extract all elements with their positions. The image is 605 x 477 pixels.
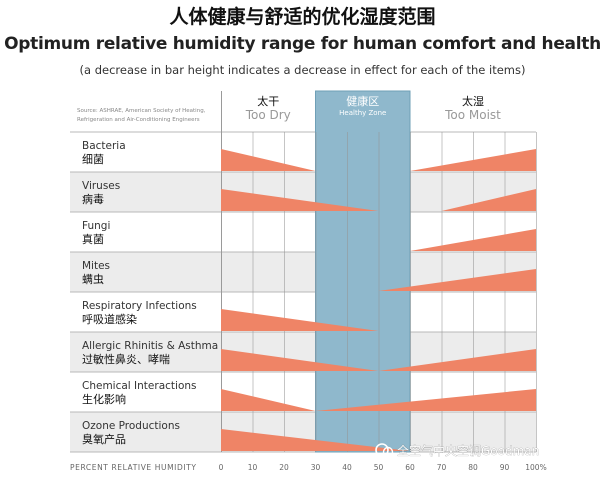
- series-label: Mites: [82, 260, 110, 272]
- wechat-icon: [375, 443, 389, 457]
- effect-bar: [221, 349, 379, 371]
- series-label: Respiratory Infections: [82, 300, 197, 312]
- series-label-cn: 呼吸道感染: [82, 312, 137, 326]
- x-axis-label: PERCENT RELATIVE HUMIDITY: [70, 463, 197, 472]
- source-note: Refrigeration and Air-Conditioning Engin…: [77, 117, 200, 123]
- effect-bar: [410, 149, 536, 171]
- x-tick-label: 20: [279, 463, 289, 472]
- series-label-cn: 过敏性鼻炎、哮喘: [82, 352, 170, 366]
- series-label-cn: 真菌: [82, 232, 104, 246]
- effect-bar: [378, 349, 536, 371]
- effect-bar: [315, 389, 536, 411]
- x-tick-label: 90: [500, 463, 510, 472]
- effect-bar: [221, 189, 379, 211]
- watermark-text: 全空气中央空调Goodman: [397, 443, 539, 458]
- healthy-zone-band: [315, 90, 411, 453]
- series-label-cn: 病毒: [82, 192, 104, 206]
- series-label: Chemical Interactions: [82, 380, 197, 392]
- series-label: Fungi: [82, 220, 110, 232]
- series-label: Allergic Rhinitis & Asthma: [82, 340, 218, 352]
- series-label-cn: 臭氧产品: [82, 432, 126, 446]
- watermark-logo: [375, 443, 394, 458]
- series-label: Viruses: [82, 180, 120, 192]
- series-label-cn: 生化影响: [82, 392, 126, 406]
- effect-bar: [378, 269, 536, 291]
- x-tick-label: 100%: [525, 463, 546, 472]
- zone-label-dry-cn: 太干: [257, 95, 279, 108]
- chart-title-cn: 人体健康与舒适的优化湿度范围: [169, 6, 436, 28]
- x-tick-label: 70: [437, 463, 447, 472]
- series-label-cn: 细菌: [82, 153, 104, 166]
- zone-label-healthy: Healthy Zone: [339, 109, 386, 117]
- x-tick-label: 80: [468, 463, 478, 472]
- effect-bar: [221, 389, 316, 411]
- x-tick-label: 0: [219, 463, 224, 472]
- effect-bar: [221, 309, 379, 331]
- source-note: Source: ASHRAE, American Society of Heat…: [77, 108, 206, 114]
- series-label: Bacteria: [82, 140, 126, 152]
- effect-bar: [410, 229, 536, 251]
- x-tick-label: 40: [342, 463, 352, 472]
- chart-title-en: Optimum relative humidity range for huma…: [4, 34, 601, 54]
- x-tick-label: 30: [311, 463, 321, 472]
- effect-bar: [221, 149, 316, 171]
- x-tick-label: 10: [248, 463, 258, 472]
- effect-bar: [221, 429, 410, 451]
- zone-label-moist-cn: 太湿: [462, 95, 484, 108]
- x-tick-label: 60: [405, 463, 415, 472]
- zone-label-healthy-cn: 健康区: [346, 94, 379, 108]
- effect-bar: [441, 189, 536, 211]
- x-tick-label: 50: [374, 463, 384, 472]
- series-label: Ozone Productions: [82, 420, 180, 432]
- series-label-cn: 螨虫: [82, 273, 104, 286]
- chart-subtitle: (a decrease in bar height indicates a de…: [79, 63, 526, 77]
- wechat-icon-bubble: [382, 446, 394, 458]
- zone-label-dry: Too Dry: [245, 108, 291, 122]
- zone-label-moist: Too Moist: [444, 108, 501, 122]
